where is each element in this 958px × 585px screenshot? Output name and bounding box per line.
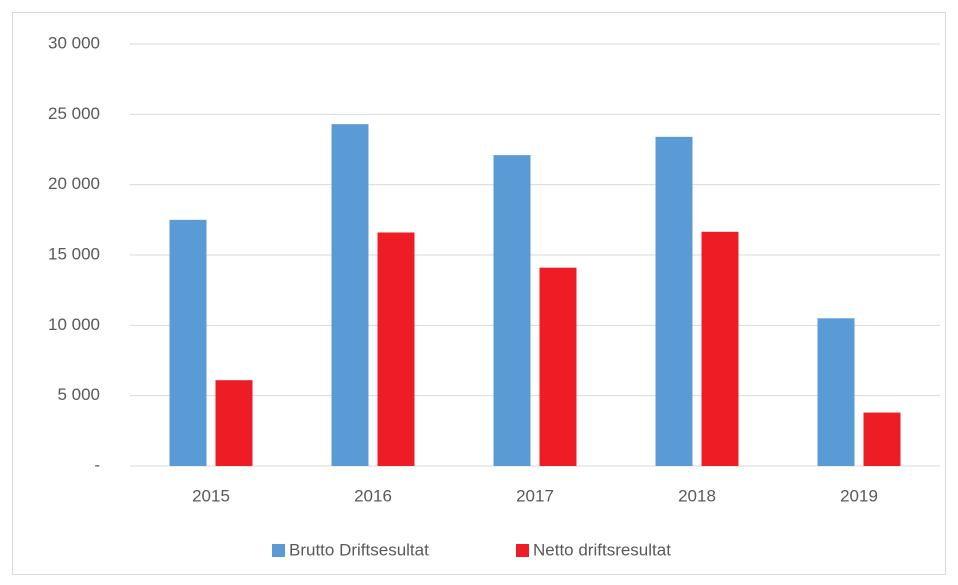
x-tick-label: 2018 bbox=[678, 486, 716, 505]
x-tick-label: 2019 bbox=[840, 486, 878, 505]
legend-label: Brutto Driftsesultat bbox=[289, 540, 429, 559]
y-tick-label: 25 000 bbox=[48, 104, 100, 123]
chart-border bbox=[12, 12, 946, 575]
bar bbox=[863, 412, 901, 466]
legend-label: Netto driftsresultat bbox=[533, 540, 671, 559]
legend-swatch bbox=[516, 544, 529, 557]
y-tick-label: - bbox=[94, 455, 100, 474]
y-tick-label: 30 000 bbox=[48, 33, 100, 52]
x-tick-label: 2017 bbox=[516, 486, 554, 505]
y-tick-label: 15 000 bbox=[48, 244, 100, 263]
y-tick-label: 20 000 bbox=[48, 174, 100, 193]
bar bbox=[169, 219, 207, 466]
bar bbox=[377, 232, 415, 466]
bar bbox=[493, 155, 531, 467]
x-tick-label: 2016 bbox=[354, 486, 392, 505]
bar bbox=[701, 231, 739, 466]
y-tick-label: 10 000 bbox=[48, 315, 100, 334]
bar bbox=[539, 267, 577, 466]
bar bbox=[817, 318, 855, 466]
legend-swatch bbox=[272, 544, 285, 557]
bar bbox=[215, 380, 253, 466]
bar bbox=[331, 124, 369, 467]
bar bbox=[655, 136, 693, 466]
y-tick-label: 5 000 bbox=[57, 385, 100, 404]
x-tick-label: 2015 bbox=[192, 486, 230, 505]
